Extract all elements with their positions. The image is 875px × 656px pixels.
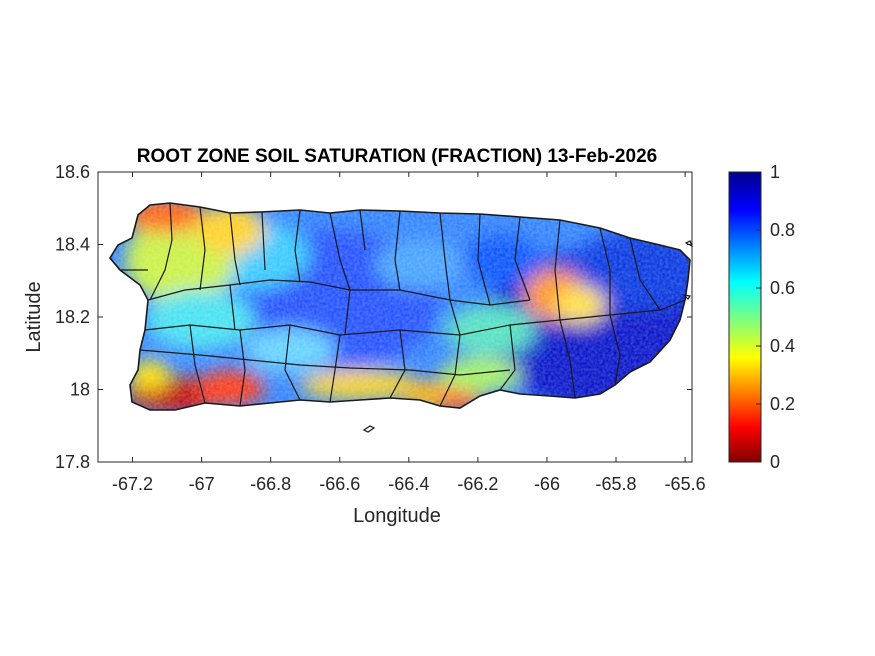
colorbar-tick-label: 0.4	[770, 336, 795, 356]
y-tick-label: 18.6	[55, 162, 90, 182]
colorbar-tick-label: 1	[770, 162, 780, 182]
municipality-boundaries	[109, 202, 691, 411]
y-axis: 17.8 18 18.2 18.4 18.6	[55, 162, 692, 472]
colorbar-tick-label: 0.8	[770, 220, 795, 240]
y-tick-label: 18.2	[55, 307, 90, 327]
colorbar	[728, 171, 762, 463]
x-axis-label: Longitude	[353, 505, 441, 527]
y-axis-label: Latitude	[23, 281, 45, 352]
x-tick-label: -65.8	[596, 474, 637, 494]
y-tick-label: 17.8	[55, 452, 90, 472]
x-tick-label: -66.2	[457, 474, 498, 494]
chart-title: ROOT ZONE SOIL SATURATION (FRACTION) 13-…	[137, 146, 657, 167]
x-axis: -67.2 -67 -66.8 -66.6 -66.4 -66.2 -66 -65.8 -65.…	[112, 172, 706, 494]
x-tick-label: -67	[189, 474, 215, 494]
colorbar-tick-label: 0.6	[770, 278, 795, 298]
y-tick-label: 18	[70, 380, 90, 400]
x-tick-label: -67.2	[112, 474, 153, 494]
colorbar-tick-label: 0	[770, 452, 780, 472]
x-tick-label: -65.6	[665, 474, 706, 494]
x-tick-label: -66.4	[388, 474, 429, 494]
x-tick-label: -66.6	[319, 474, 360, 494]
x-tick-label: -66	[534, 474, 560, 494]
x-tick-label: -66.8	[250, 474, 291, 494]
colorbar-ticks: 0 0.2 0.4 0.6 0.8 1	[756, 162, 795, 472]
colorbar-tick-label: 0.2	[770, 394, 795, 414]
y-tick-label: 18.4	[55, 235, 90, 255]
